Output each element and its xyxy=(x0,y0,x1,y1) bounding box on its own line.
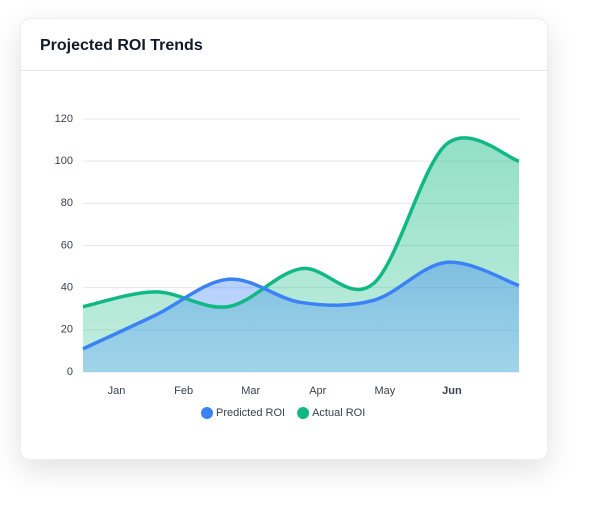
legend-label: Actual ROI xyxy=(312,407,365,419)
y-tick-label: 20 xyxy=(61,324,73,336)
x-tick-label: Jan xyxy=(108,385,126,397)
y-tick-label: 80 xyxy=(61,197,73,209)
chart-title: Projected ROI Trends xyxy=(21,19,547,71)
y-tick-label: 60 xyxy=(61,239,73,251)
y-tick-label: 100 xyxy=(55,155,73,167)
x-tick-label: May xyxy=(374,385,395,397)
y-tick-label: 40 xyxy=(61,282,73,294)
legend-marker xyxy=(201,407,213,419)
y-tick-label: 0 xyxy=(67,366,73,378)
x-tick-label: Feb xyxy=(174,385,193,397)
line xyxy=(82,260,520,351)
x-tick-label: Mar xyxy=(241,385,260,397)
area xyxy=(83,262,519,372)
legend-label: Predicted ROI xyxy=(216,407,285,419)
x-tick-label: Jun xyxy=(442,385,462,397)
x-tick-label: Apr xyxy=(309,385,326,397)
y-tick-label: 120 xyxy=(55,113,73,125)
legend-marker xyxy=(297,407,310,419)
line xyxy=(82,136,520,309)
